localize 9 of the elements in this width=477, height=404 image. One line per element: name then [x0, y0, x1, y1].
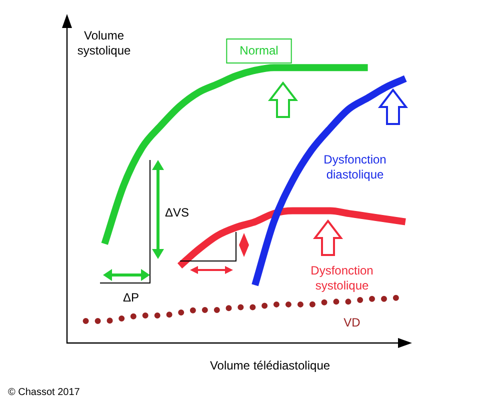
series-label: Dysfonction diastolique — [324, 152, 386, 182]
series-label: VD — [344, 315, 361, 330]
y-axis-title: Volume systolique — [77, 28, 131, 58]
text: © Chassot 2017 — [8, 386, 80, 398]
x-axis-title: Volume télédiastolique — [210, 358, 330, 372]
annotation: ΔP — [122, 290, 140, 304]
series-label: Normal — [240, 43, 278, 58]
annotation: ΔVS — [164, 205, 190, 220]
text: Dysfonction systolique — [310, 263, 374, 292]
